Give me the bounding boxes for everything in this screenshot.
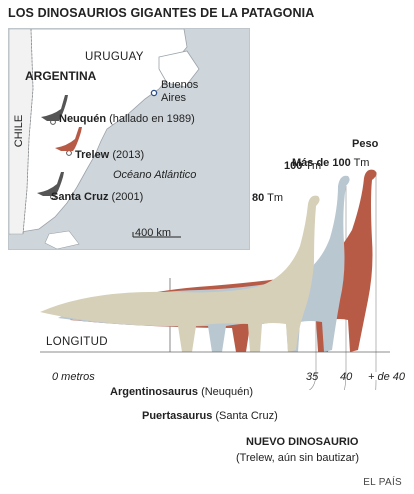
dino-puertasaurus-detail: (Santa Cruz) [215, 410, 278, 422]
argentinosaurus-silhouette [40, 195, 320, 352]
weight-max-prefix: Más de [292, 157, 330, 169]
dino-puertasaurus: Puertasaurus (Santa Cruz) [142, 410, 278, 422]
map-land [9, 29, 200, 249]
label-santa-cruz-note: (2001) [111, 191, 144, 203]
santa-cruz-dino-icon [37, 172, 64, 196]
weight-mid-unit: Tm [305, 160, 322, 172]
label-scale: 400 km [135, 227, 172, 239]
label-buenos-aires-2: Aires [161, 92, 187, 104]
length-40plus: + de 40 [368, 371, 406, 383]
dino-new-name: NUEVO DINOSAURIO [246, 436, 359, 448]
patagonia-map: URUGUAY ARGENTINA Buenos Aires CHILE Neu… [8, 28, 250, 250]
length-35: 35 [306, 371, 319, 383]
dino-argentinosaurus-name: Argentinosaurus [110, 386, 199, 398]
label-chile: CHILE [13, 114, 26, 148]
leader-40plus [375, 379, 377, 390]
dino-argentinosaurus: Argentinosaurus (Neuquén) [110, 386, 253, 398]
buenos-aires-dot-icon [150, 89, 158, 97]
weight-header: Peso [352, 138, 379, 150]
trelew-dino-icon [55, 127, 82, 151]
weight-low-value: 80 [252, 192, 265, 204]
label-ocean-1: Océano [113, 169, 152, 181]
leader-40 [344, 371, 347, 390]
dino-new-detail: (Trelew, aún sin bautizar) [236, 452, 360, 464]
dinosaurs-illustration [40, 169, 390, 390]
leader-35 [308, 371, 317, 390]
credit: EL PAÍS [363, 477, 402, 488]
weight-low-unit: Tm [267, 192, 283, 204]
infographic-title: LOS DINOSAURIOS GIGANTES DE LA PATAGONIA [8, 6, 315, 20]
weight-max-value: 100 [332, 157, 351, 169]
label-trelew: Trelew [75, 149, 110, 161]
label-ocean-2: Atlántico [154, 169, 197, 181]
length-zero: 0 metros [52, 371, 95, 383]
label-uruguay: URUGUAY [85, 51, 144, 63]
weight-mid-value: 100 [284, 160, 303, 172]
label-neuquen-note: (hallado en 1989) [109, 113, 195, 125]
dino-puertasaurus-name: Puertasaurus [142, 410, 213, 422]
label-neuquen: Neuquén [59, 113, 107, 125]
label-trelew-note: (2013) [112, 149, 145, 161]
weight-max-unit: Tm [353, 157, 370, 169]
length-40: 40 [340, 371, 353, 383]
label-buenos-aires-1: Buenos [161, 79, 199, 91]
neuquen-dino-icon [41, 95, 68, 121]
dino-argentinosaurus-detail: (Neuquén) [201, 386, 254, 398]
label-argentina: ARGENTINA [25, 69, 97, 83]
label-santa-cruz: Santa Cruz [51, 191, 109, 203]
length-label: LONGITUD [46, 336, 108, 348]
